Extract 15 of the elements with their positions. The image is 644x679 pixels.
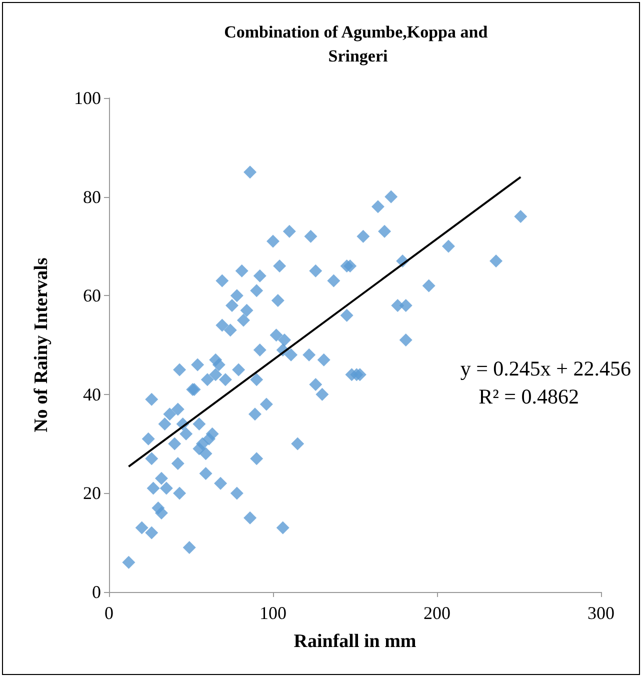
annotation: R² = 0.4862 <box>478 384 580 408</box>
x-tick-label: 0 <box>104 603 114 623</box>
chart-title: Combination of Agumbe,Koppa and Sringeri <box>224 22 492 66</box>
y-tick-label: 20 <box>83 483 101 504</box>
y-tick-label: 0 <box>92 582 101 602</box>
y-tick-label: 40 <box>83 384 101 404</box>
y-tick-label: 80 <box>83 186 101 207</box>
annotation: y = 0.245x + 22.456 <box>460 356 631 380</box>
y-tick-label: 60 <box>83 286 101 306</box>
x-tick-label: 200 <box>424 603 450 623</box>
x-tick-label: 300 <box>588 603 614 623</box>
y-axis-title: No of Rainy Intervals <box>31 258 52 432</box>
x-tick-label: 100 <box>260 603 286 623</box>
y-tick-label: 100 <box>74 88 101 108</box>
x-axis-title: Rainfall in mm <box>294 631 416 652</box>
